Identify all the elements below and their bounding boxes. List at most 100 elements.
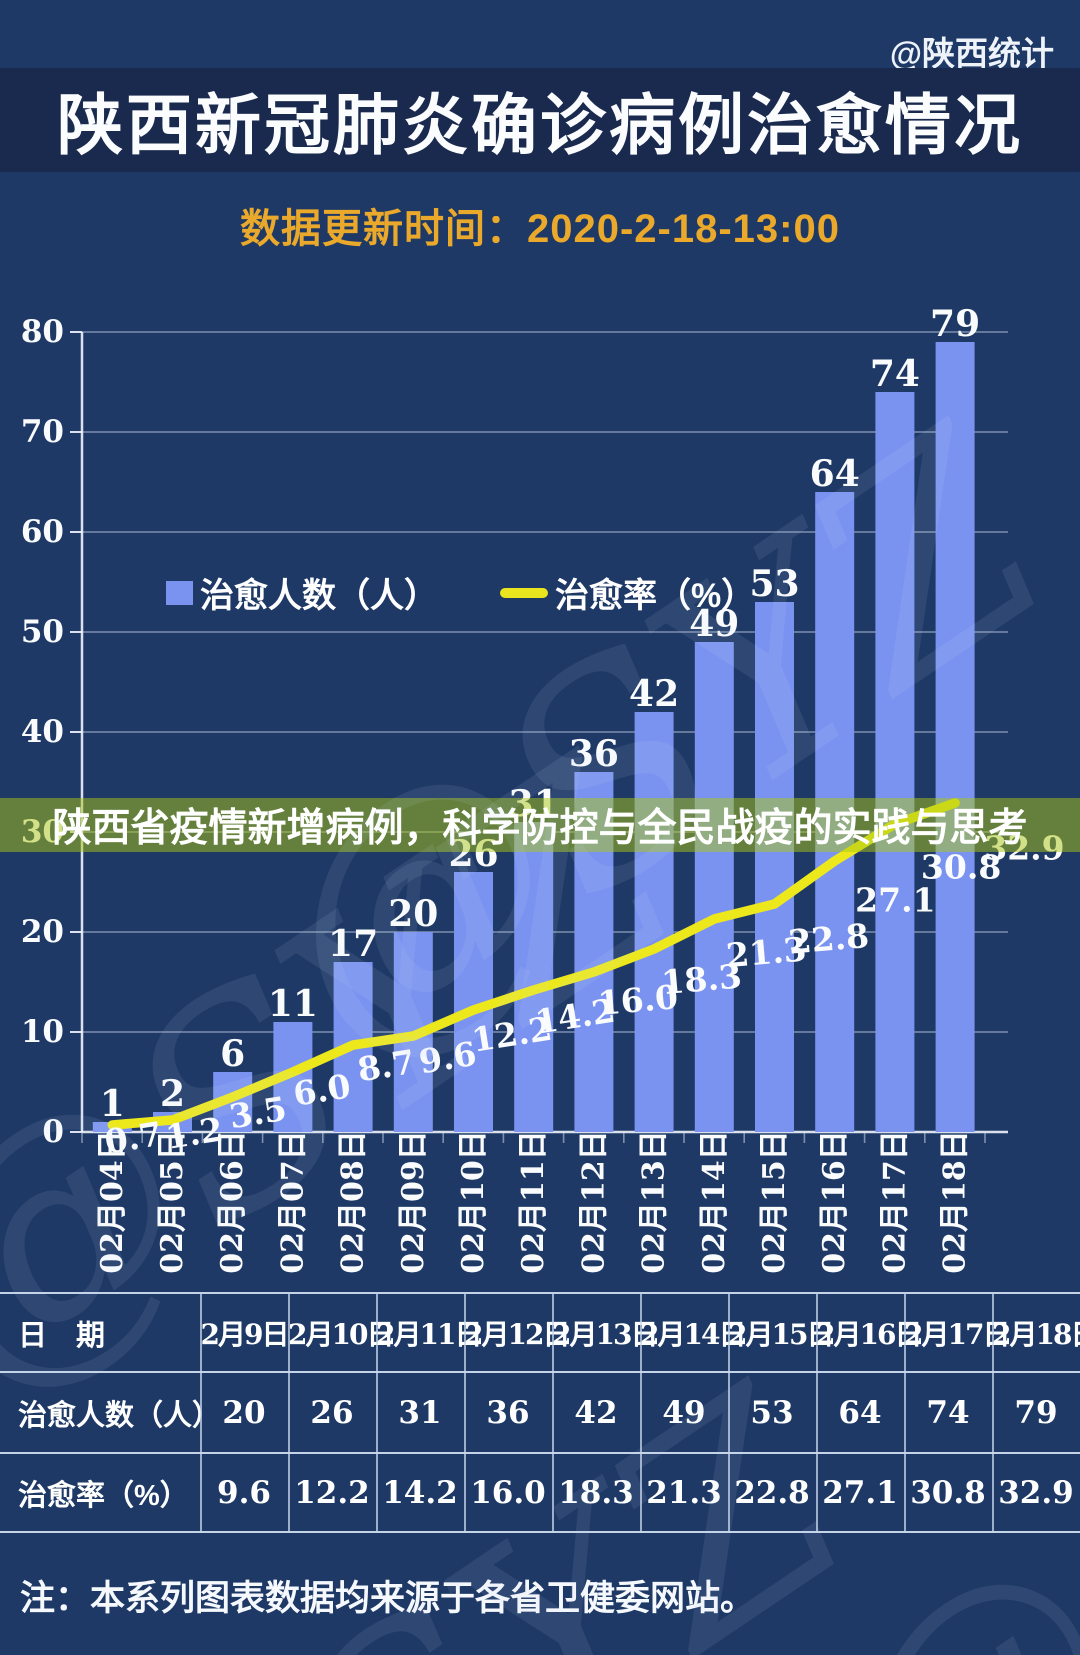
svg-text:02月18日: 02月18日: [938, 1130, 973, 1274]
table-rate-value-cell: 22.8: [734, 1474, 810, 1511]
table-column-line: [288, 1294, 290, 1533]
table-rate-value-cell: 32.9: [998, 1474, 1074, 1511]
svg-text:02月16日: 02月16日: [817, 1130, 852, 1274]
svg-text:02月13日: 02月13日: [637, 1130, 672, 1274]
svg-text:60: 60: [21, 514, 64, 550]
x-category-labels: 02月04日 02月05日 02月06日 02月07日 02月08日 02月09日 02月1…: [95, 1130, 973, 1274]
table-row-label: 治愈人数（人）: [18, 1399, 222, 1432]
table-date-cell: 2月18日: [992, 1317, 1080, 1351]
table-cured-value-cell: 53: [750, 1394, 794, 1431]
line-series-label: 治愈率（%）: [555, 577, 756, 615]
table-rate-value-cell: 14.2: [382, 1474, 458, 1511]
table-column-line: [816, 1294, 818, 1533]
table-column-line: [376, 1294, 378, 1533]
svg-text:9.6: 9.6: [416, 1034, 479, 1082]
title-band: 陕西新冠肺炎确诊病例治愈情况: [0, 68, 1080, 172]
svg-text:79: 79: [930, 303, 980, 345]
table-date-cell: 2月14日: [640, 1317, 746, 1351]
cure-rate-line: [107, 798, 960, 1130]
svg-text:30.8: 30.8: [921, 847, 1001, 886]
bar-series-swatch-icon: [166, 580, 193, 605]
table-column-line: [200, 1294, 202, 1533]
table-cured-value-cell: 26: [310, 1394, 354, 1431]
svg-text:02月11日: 02月11日: [516, 1130, 551, 1274]
svg-text:1: 1: [100, 1083, 125, 1125]
svg-text:2: 2: [160, 1073, 185, 1115]
table-cured-value-cell: 20: [222, 1394, 266, 1431]
svg-text:42: 42: [629, 673, 679, 715]
bar-value-labels: 126111720263136424953647479: [100, 303, 980, 1125]
svg-text:16.0: 16.0: [596, 977, 679, 1023]
table-column-line: [464, 1294, 466, 1533]
table-cured-value-cell: 42: [574, 1394, 618, 1431]
svg-text:02月15日: 02月15日: [757, 1130, 792, 1274]
svg-text:02月08日: 02月08日: [336, 1130, 371, 1274]
svg-text:02月09日: 02月09日: [396, 1130, 431, 1274]
table-cured-cells: 20 26 31 36 42 49 53 64 74 79: [200, 1395, 1080, 1431]
table-rate-value-cell: 30.8: [910, 1474, 986, 1511]
weibo-credit: @陕西统计: [889, 35, 1054, 72]
table-date-cell: 2月10日: [288, 1317, 394, 1351]
table-date-cell: 2月9日: [200, 1317, 290, 1351]
svg-text:3.5: 3.5: [227, 1089, 290, 1137]
svg-text:1.2: 1.2: [163, 1109, 226, 1157]
svg-text:20: 20: [21, 914, 64, 950]
svg-text:53: 53: [749, 563, 799, 605]
svg-text:02月14日: 02月14日: [697, 1130, 732, 1274]
svg-text:49: 49: [689, 603, 739, 645]
table-row-cured-count: 治愈人数（人） 20 26 31 36 42 49 53 64 74 79: [0, 1373, 1080, 1454]
table-rate-value-cell: 16.0: [470, 1474, 546, 1511]
svg-text:8.7: 8.7: [355, 1042, 418, 1090]
table-date-cell: 2月16日: [816, 1317, 922, 1351]
svg-text:80: 80: [21, 314, 64, 350]
svg-text:0.7: 0.7: [102, 1114, 165, 1162]
table-cured-value-cell: 79: [1014, 1394, 1058, 1431]
table-cured-value-cell: 31: [398, 1394, 442, 1431]
table-rate-value-cell: 21.3: [646, 1474, 722, 1511]
y-axis-labels: 01020304050607080: [21, 314, 64, 1150]
svg-text:10: 10: [21, 1014, 64, 1050]
table-date-cell: 2月15日: [728, 1317, 834, 1351]
table-column-line: [552, 1294, 554, 1533]
table-column-line: [640, 1294, 642, 1533]
data-table: 日 期 2月9日 2月10日 2月11日 2月12日 2月13日 2月14日 2月15日 2月…: [0, 1292, 1080, 1533]
table-cured-value-cell: 36: [486, 1394, 530, 1431]
overlay-headline-text: 陕西省疫情新增病例，科学防控与全民战疫的实践与思考: [52, 807, 1028, 850]
table-column-line: [992, 1294, 994, 1533]
cured-count-bars: [92, 342, 975, 1132]
bar-series-label: 治愈人数（人）: [200, 577, 438, 615]
table-date-cell: 2月12日: [464, 1317, 570, 1351]
svg-text:02月04日: 02月04日: [95, 1130, 130, 1274]
svg-text:02月12日: 02月12日: [576, 1130, 611, 1274]
table-rate-cells: 9.6 12.2 14.2 16.0 18.3 21.3 22.8 27.1 30.8 32.9: [200, 1475, 1080, 1511]
svg-text:02月07日: 02月07日: [275, 1130, 310, 1274]
svg-text:6.0: 6.0: [290, 1066, 353, 1114]
svg-text:11: 11: [268, 983, 318, 1025]
table-date-cell: 2月13日: [552, 1317, 658, 1351]
svg-text:27.1: 27.1: [855, 881, 935, 920]
svg-text:02月17日: 02月17日: [877, 1130, 912, 1274]
table-rate-value-cell: 12.2: [294, 1474, 370, 1511]
table-cured-value-cell: 64: [838, 1394, 882, 1431]
table-row-cure-rate: 治愈率（%） 9.6 12.2 14.2 16.0 18.3 21.3 22.8 27.1 30…: [0, 1454, 1080, 1533]
svg-text:21.3: 21.3: [725, 929, 808, 975]
table-column-line: [904, 1294, 906, 1533]
table-date-cell: 2月17日: [904, 1317, 1010, 1351]
table-cured-value-cell: 49: [662, 1394, 706, 1431]
svg-text:40: 40: [21, 714, 64, 750]
source-footnote: 注：本系列图表数据均来源于各省卫健委网站。: [20, 1579, 756, 1618]
table-row-label: 治愈率（%）: [18, 1479, 189, 1512]
svg-text:50: 50: [21, 614, 64, 650]
svg-text:70: 70: [21, 414, 64, 450]
table-rate-value-cell: 27.1: [822, 1474, 898, 1511]
chart-legend: 治愈人数（人） 治愈率（%）: [166, 568, 755, 617]
table-rate-value-cell: 18.3: [558, 1474, 634, 1511]
svg-text:02月05日: 02月05日: [155, 1130, 190, 1274]
svg-text:0: 0: [42, 1114, 64, 1150]
update-time-label: 数据更新时间：2020-2-18-13:00: [240, 207, 840, 251]
rate-value-labels: 0.71.2 3.5 6.08.79.612.214.216.018.321.322…: [102, 828, 1065, 1161]
table-cured-value-cell: 74: [926, 1394, 970, 1431]
svg-text:36: 36: [569, 733, 619, 775]
svg-text:74: 74: [870, 353, 920, 395]
